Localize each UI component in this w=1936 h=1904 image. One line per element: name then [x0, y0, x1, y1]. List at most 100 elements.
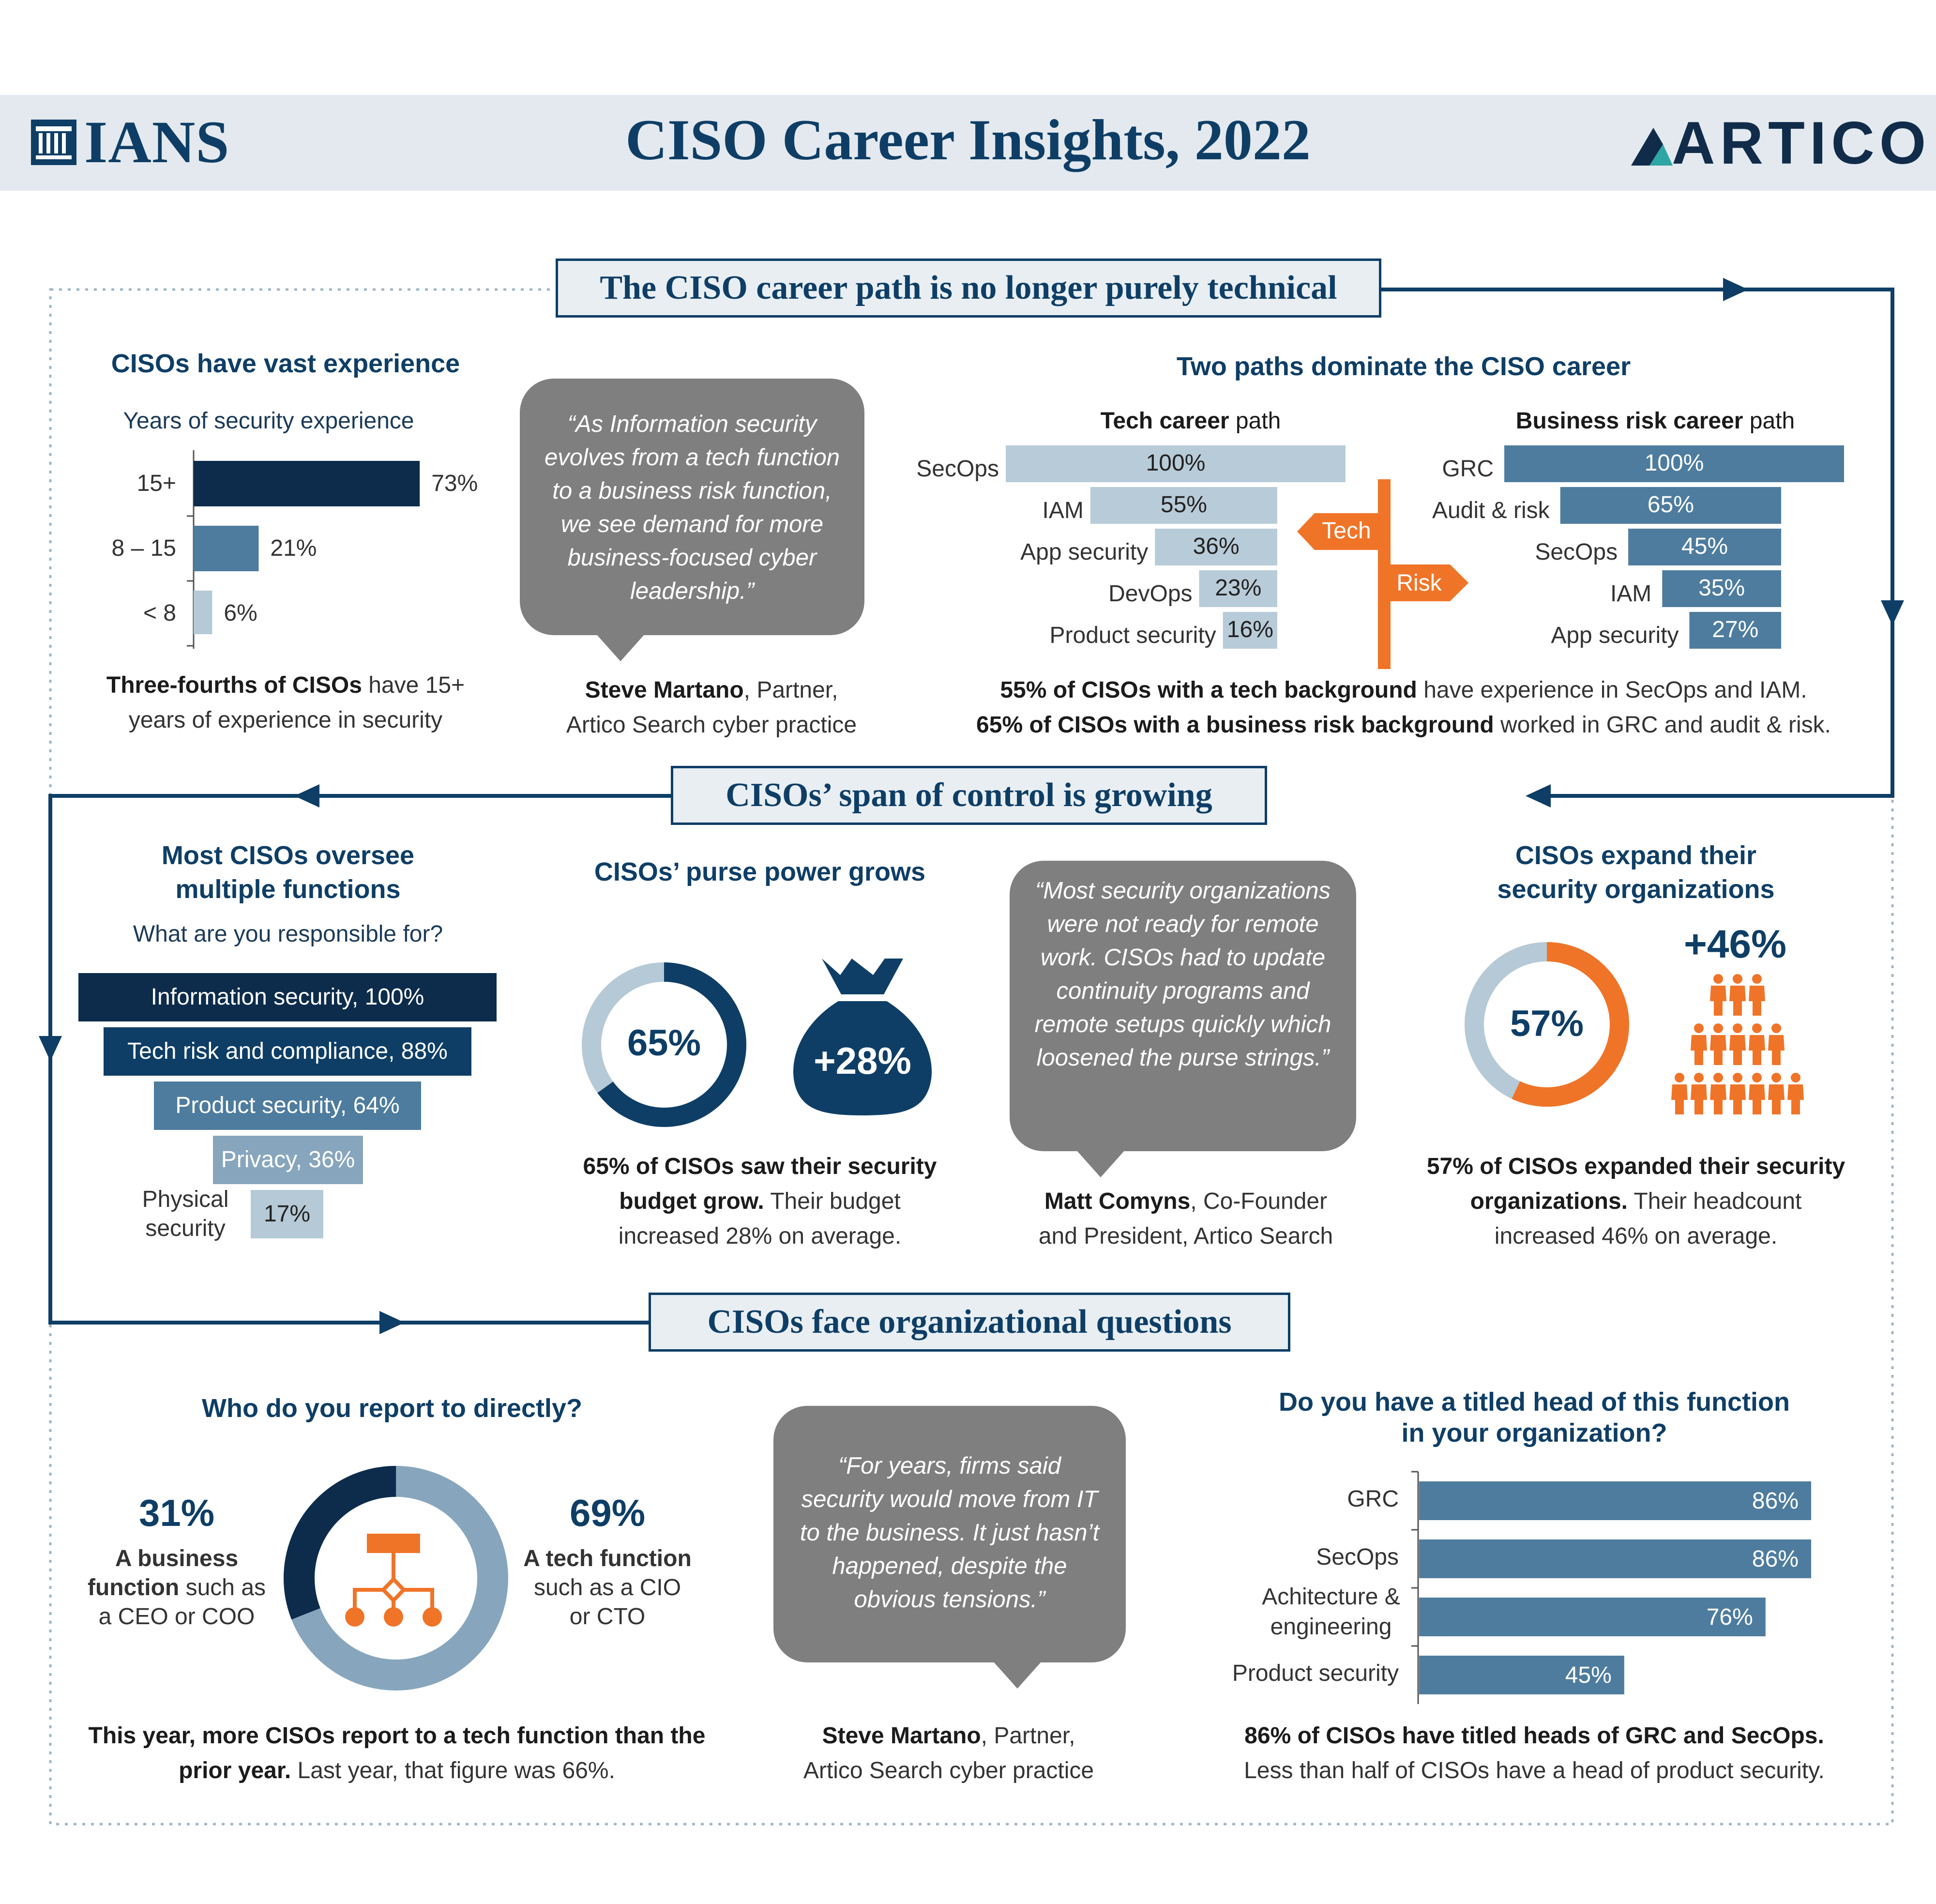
risk-bar: [1662, 570, 1781, 607]
report-left-bold-2: function: [87, 1575, 180, 1600]
quote-2-role-2: and President, Artico Search: [1038, 1223, 1333, 1249]
quote-3-author: Steve Martano: [822, 1723, 981, 1749]
exp-category-label: 8 – 15: [112, 535, 176, 561]
arrow-left-icon: [294, 784, 319, 807]
purse-caption-bold-1: 65% of CISOs saw their security: [583, 1154, 937, 1179]
tech-bar: [1223, 612, 1277, 649]
experience-caption-rest: have 15+: [362, 672, 465, 698]
exp-bar: [194, 526, 259, 571]
quote-bubble-3-tail: [993, 1661, 1042, 1689]
purse-title: CISOs’ purse power grows: [594, 857, 926, 886]
oversee-title: Most CISOs oversee multiple functions: [73, 838, 503, 906]
physical-label-1: Physical: [142, 1187, 229, 1212]
report-left-rest-2: such as: [179, 1575, 266, 1600]
tech-category-label: Product security: [1050, 623, 1216, 648]
paths-caption-1-rest: have experience in SecOps and IAM.: [1417, 677, 1807, 703]
tech-bar: [1199, 570, 1277, 607]
budget-donut-label: 65%: [627, 1022, 701, 1064]
purse-caption-bold-2: budget grow.: [619, 1188, 764, 1214]
tech-bar: [1155, 529, 1277, 565]
risk-path-title-bold: Business risk career: [1515, 408, 1743, 434]
sign-tech: Tech: [1322, 518, 1371, 544]
expand-title-2: security organizations: [1497, 875, 1775, 904]
oversee-item-physical-value: 17%: [251, 1190, 323, 1238]
report-left-bold-1: A business: [115, 1546, 239, 1571]
tech-path-title: Tech career path: [1045, 408, 1336, 434]
tech-path-title-bold: Tech career: [1100, 408, 1229, 434]
quote-1-author: Steve Martano: [585, 677, 744, 703]
risk-path-bar-chart: 100% GRC 65% Audit & risk 45% SecOps 35% IAM 27%…: [1432, 445, 1844, 649]
physical-label-2: security: [145, 1216, 226, 1241]
risk-bar: [1689, 612, 1781, 649]
signpost-icon: Tech Risk: [1297, 479, 1468, 669]
titled-caption-rest: Less than half of CISOs have a head of p…: [1244, 1758, 1825, 1783]
paths-title: Two paths dominate the CISO career: [1176, 352, 1631, 381]
bag-label: +28%: [814, 1039, 911, 1082]
arrow-down-icon: [39, 1036, 62, 1061]
experience-subtitle: Years of security experience: [123, 408, 414, 434]
tech-value-label: 23%: [1215, 575, 1261, 601]
report-right-bold-1: A tech function: [523, 1546, 692, 1571]
risk-category-label: IAM: [1610, 581, 1651, 607]
experience-title: CISOs have vast experience: [111, 349, 460, 378]
quote-bubble-3: “For years, firms said security would mo…: [773, 1406, 1126, 1662]
report-right-pct: 69%: [569, 1492, 646, 1534]
oversee-item-infosec: Information security, 100%: [78, 973, 497, 1021]
report-right-text: A tech function such as a CIO or CTO: [503, 1544, 711, 1631]
report-donut: [284, 1466, 508, 1691]
titled-value-label: 86%: [1752, 1488, 1799, 1514]
risk-category-label: SecOps: [1535, 539, 1618, 565]
paths-caption: 55% of CISOs with a tech background have…: [934, 673, 1873, 743]
org-chart-icon: [345, 1534, 442, 1627]
artico-logo: ARTICO: [1626, 109, 1931, 177]
arrow-right-icon: [1723, 278, 1748, 301]
risk-path-title: Business risk career path: [1481, 408, 1830, 434]
risk-bar: [1504, 445, 1844, 482]
tech-bar: [1006, 445, 1346, 482]
titled-category-label: GRC: [1347, 1486, 1399, 1512]
report-left-3: a CEO or COO: [98, 1604, 255, 1630]
titled-caption-bold: 86% of CISOs have titled heads of GRC an…: [1244, 1723, 1824, 1749]
oversee-item-tech-risk: Tech risk and compliance, 88%: [104, 1027, 471, 1076]
quote-bubble-1-tail: [596, 634, 645, 661]
titled-category-label-2: engineering: [1270, 1614, 1392, 1640]
exp-bar: [194, 591, 212, 634]
page-title: CISO Career Insights, 2022: [625, 107, 1311, 172]
expand-caption-rest-2: Their headcount: [1627, 1188, 1802, 1214]
person-icon: [1710, 1023, 1726, 1065]
artico-logo-text: ARTICO: [1672, 110, 1931, 177]
tech-value-label: 100%: [1146, 450, 1206, 476]
expand-caption-bold-1: 57% of CISOs expanded their security: [1426, 1154, 1845, 1179]
report-caption-bold-1: This year, more CISOs report to a tech f…: [88, 1723, 706, 1749]
artico-triangle-icon: [1631, 128, 1673, 166]
report-title: Who do you report to directly?: [202, 1394, 582, 1423]
risk-path-title-rest: path: [1743, 408, 1795, 434]
tech-value-label: 55%: [1161, 492, 1207, 518]
risk-value-label: 45%: [1681, 533, 1728, 559]
titled-title-1: Do you have a titled head of this functi…: [1278, 1387, 1790, 1417]
oversee-item-physical-label: Physical security: [131, 1185, 240, 1243]
experience-caption: Three-fourths of CISOs have 15+ years of…: [73, 668, 499, 738]
person-icon: [1787, 1073, 1804, 1114]
money-bag-icon: +28%: [793, 959, 932, 1115]
person-icon: [1729, 974, 1746, 1016]
titled-bar: [1419, 1539, 1811, 1578]
person-icon: [1749, 974, 1765, 1016]
titled-value-label: 45%: [1565, 1662, 1612, 1688]
risk-category-label: GRC: [1442, 456, 1494, 482]
exp-value-label: 21%: [270, 535, 317, 561]
person-icon: [1749, 1023, 1765, 1065]
quote-bubble-2: “Most security organizations were not re…: [1010, 861, 1356, 1151]
budget-donut: 65%: [582, 962, 746, 1127]
quote-3-attribution: Steve Martano, Partner, Artico Search cy…: [741, 1719, 1157, 1788]
tech-path-bar-chart: 100% SecOps 55% IAM 36% App security 23% DevOps…: [916, 445, 1346, 649]
paths-caption-1-bold: 55% of CISOs with a tech background: [1000, 677, 1417, 703]
risk-value-label: 35%: [1698, 575, 1745, 601]
purse-caption: 65% of CISOs saw their security budget g…: [542, 1149, 978, 1254]
headcount-plus: +46%: [1683, 922, 1786, 966]
section-title-career-path: The CISO career path is no longer purely…: [556, 259, 1381, 318]
report-caption-bold-2: prior year.: [179, 1758, 291, 1783]
ians-logo: IANS: [31, 109, 229, 175]
person-icon: [1691, 1023, 1707, 1065]
oversee-item-privacy: Privacy, 36%: [213, 1136, 363, 1184]
